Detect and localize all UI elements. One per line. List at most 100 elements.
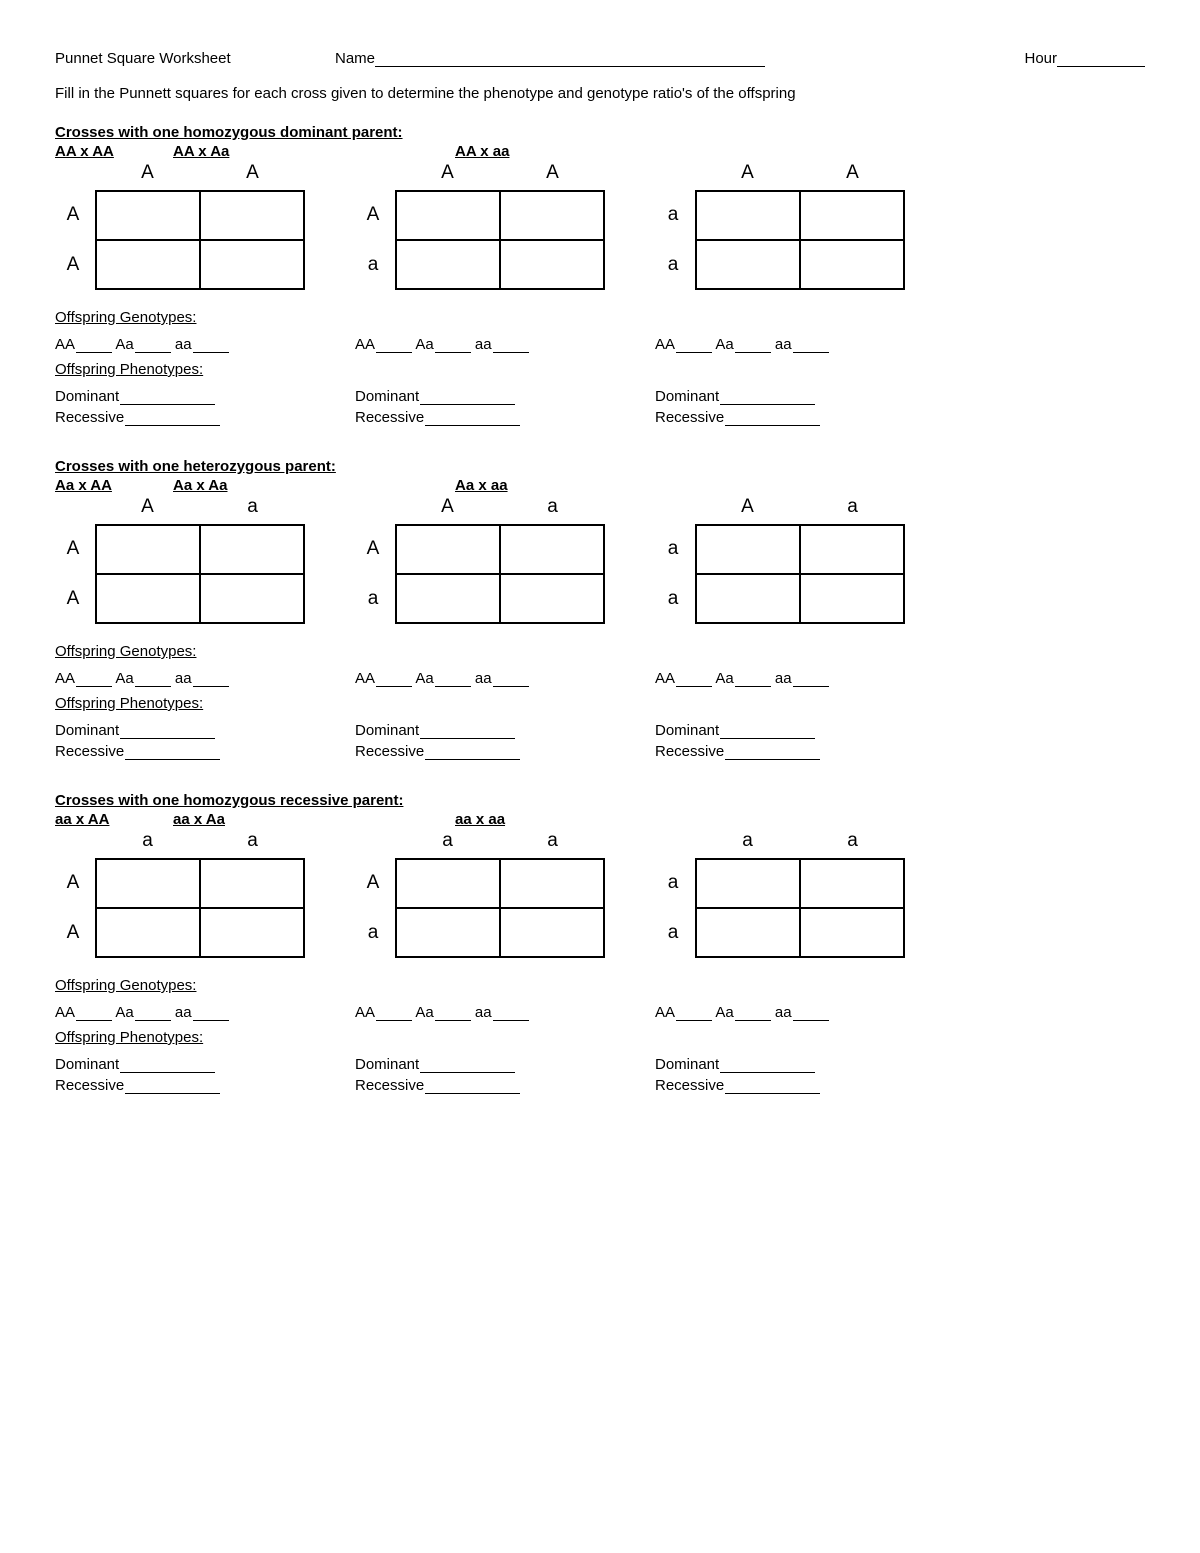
side-allele: A [355,524,391,574]
phenotypes-row: Dominant Recessive Dominant Recessive Do… [55,718,1145,764]
blank[interactable] [793,672,829,687]
blank[interactable] [425,1079,520,1094]
blank[interactable] [493,338,529,353]
section: Crosses with one homozygous dominant par… [55,124,1145,430]
recessive-line: Recessive [355,409,655,426]
side-allele: a [655,240,691,290]
blank[interactable] [735,672,771,687]
cross-label: Aa x aa [455,477,735,494]
blank[interactable] [435,672,471,687]
blank[interactable] [420,390,515,405]
blank[interactable] [193,672,229,687]
blank[interactable] [376,1006,412,1021]
top-alleles: a a [95,830,305,852]
answers-column: AA Aa aa [355,1000,655,1025]
blank[interactable] [76,1006,112,1021]
blank[interactable] [76,672,112,687]
blank[interactable] [435,1006,471,1021]
blank[interactable] [135,338,171,353]
blank[interactable] [76,338,112,353]
punnett-grid[interactable] [395,190,605,290]
worksheet-title: Punnet Square Worksheet [55,50,335,67]
side-alleles: a a [655,858,691,958]
blank[interactable] [125,745,220,760]
blank[interactable] [135,1006,171,1021]
blank[interactable] [720,724,815,739]
side-allele: a [655,190,691,240]
side-allele: a [355,240,391,290]
square-block: A a A A [55,496,365,631]
top-allele: A [95,162,200,184]
blank[interactable] [735,338,771,353]
phenotype-column: Dominant Recessive [655,384,955,430]
punnett-grid[interactable] [395,858,605,958]
dominant-line: Dominant [55,1056,355,1073]
top-allele: a [395,830,500,852]
blank[interactable] [193,1006,229,1021]
blank[interactable] [720,390,815,405]
side-allele: A [355,190,391,240]
punnett-square: A A A a [355,162,615,297]
blank[interactable] [735,1006,771,1021]
blank[interactable] [676,1006,712,1021]
punnett-grid[interactable] [695,190,905,290]
blank[interactable] [120,724,215,739]
genotypes-row: AA Aa aa AA Aa aa AA Aa aa [55,1000,1145,1025]
top-allele: A [800,162,905,184]
top-alleles: A A [395,162,605,184]
blank[interactable] [376,338,412,353]
blank[interactable] [376,672,412,687]
squares-row: A a A A A a A a A a a a [55,496,1145,631]
blank[interactable] [725,745,820,760]
side-allele: A [355,858,391,908]
answers-column: AA Aa aa [655,332,955,357]
blank[interactable] [725,1079,820,1094]
blank[interactable] [493,1006,529,1021]
punnett-grid[interactable] [95,190,305,290]
blank[interactable] [676,338,712,353]
blank[interactable] [120,1058,215,1073]
dominant-line: Dominant [655,722,955,739]
punnett-grid[interactable] [695,524,905,624]
blank[interactable] [135,672,171,687]
squares-row: A A A A A A A a A A a a [55,162,1145,297]
side-alleles: A A [55,190,91,290]
blank[interactable] [793,1006,829,1021]
phenotypes-row: Dominant Recessive Dominant Recessive Do… [55,384,1145,430]
blank[interactable] [193,338,229,353]
square-block: A A A A [55,162,365,297]
punnett-grid[interactable] [395,524,605,624]
name-blank[interactable] [375,52,765,67]
blank[interactable] [425,411,520,426]
blank[interactable] [420,1058,515,1073]
blank[interactable] [676,672,712,687]
blank[interactable] [125,411,220,426]
genotype-line: AA Aa aa [355,1004,655,1021]
blank[interactable] [720,1058,815,1073]
top-allele: a [500,496,605,518]
blank[interactable] [725,411,820,426]
cross-label: AA x AA [55,143,173,160]
top-allele: a [800,830,905,852]
top-allele: A [695,162,800,184]
genotypes-heading: Offspring Genotypes: [55,309,1145,326]
answers-column: AA Aa aa [355,666,655,691]
section-title: Crosses with one heterozygous parent: [55,458,1145,475]
genotypes-heading: Offspring Genotypes: [55,977,1145,994]
punnett-grid[interactable] [95,524,305,624]
punnett-grid[interactable] [95,858,305,958]
phenotype-column: Dominant Recessive [355,384,655,430]
blank[interactable] [420,724,515,739]
phenotype-column: Dominant Recessive [55,384,355,430]
blank[interactable] [125,1079,220,1094]
blank[interactable] [435,338,471,353]
blank[interactable] [493,672,529,687]
blank[interactable] [425,745,520,760]
punnett-grid[interactable] [695,858,905,958]
section-title: Crosses with one homozygous dominant par… [55,124,1145,141]
recessive-line: Recessive [55,1077,355,1094]
blank[interactable] [793,338,829,353]
blank[interactable] [120,390,215,405]
punnett-square: a a a a [655,830,915,965]
hour-blank[interactable] [1057,52,1145,67]
